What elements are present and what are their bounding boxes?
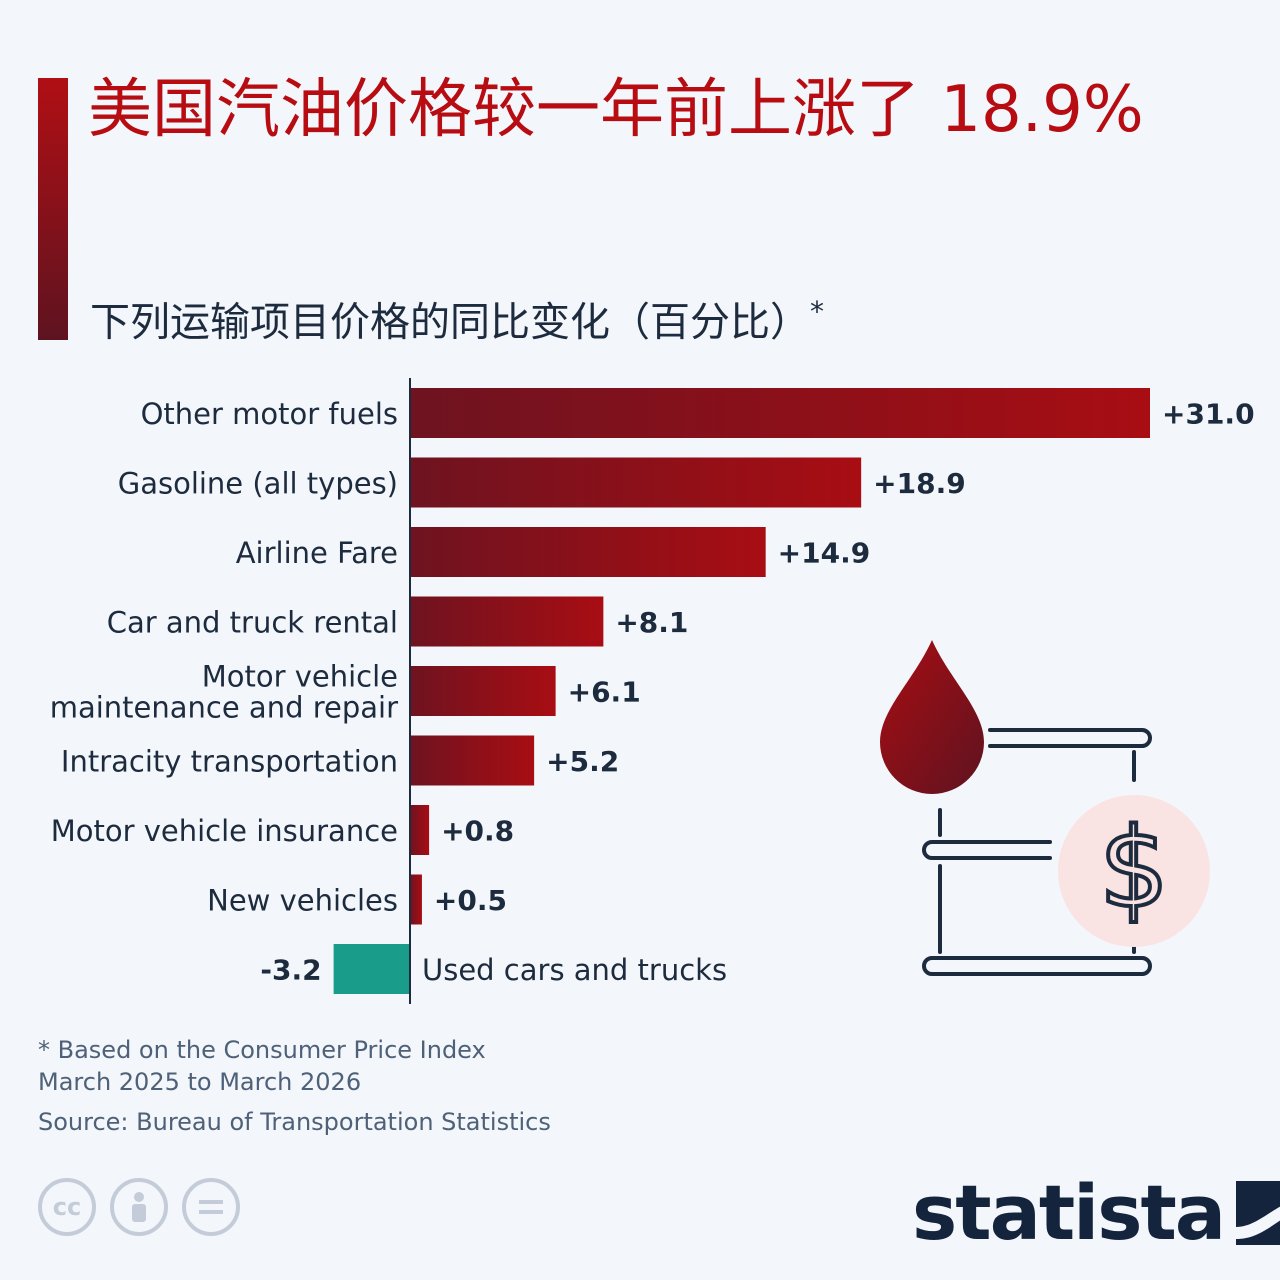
value-label: +6.1 (568, 676, 641, 709)
chart-subtitle: 下列运输项目价格的同比变化（百分比）* (90, 285, 824, 349)
bar-car-and-truck-rental (410, 596, 604, 647)
category-label: Used cars and trucks (422, 953, 727, 987)
attribution-icon[interactable] (110, 1178, 168, 1236)
category-label: Intracity transportation (61, 745, 398, 779)
bar-other-motor-fuels (410, 388, 1150, 438)
value-label: -3.2 (260, 954, 321, 987)
value-label: +18.9 (873, 467, 966, 500)
category-label: Gasoline (all types) (118, 467, 398, 501)
category-label: New vehicles (207, 884, 398, 918)
bar-intracity-transportation (410, 735, 535, 786)
no-derivatives-icon[interactable] (182, 1178, 240, 1236)
subtitle-footnote-mark: * (810, 295, 824, 328)
dollar-icon: $ (1099, 804, 1169, 932)
brand-name: statista (912, 1168, 1226, 1257)
footnote-line-2: March 2025 to March 2026 (38, 1068, 362, 1096)
chart-notes: * Based on the Consumer Price Index Marc… (38, 1034, 551, 1138)
oil-drop-icon (880, 640, 984, 794)
license-icons: cc (38, 1178, 240, 1236)
oil-barrel-illustration: $ (880, 640, 1210, 976)
barrel-icon (922, 728, 1152, 976)
category-label: Airline Fare (236, 536, 398, 570)
cc-icon[interactable]: cc (38, 1178, 96, 1236)
bar-used-cars-and-trucks (333, 944, 410, 994)
value-label: +0.8 (441, 815, 514, 848)
bar-motor-vehicle-insurance (410, 805, 430, 855)
title-accent-bar (38, 78, 68, 340)
statista-logo[interactable]: statista (912, 1168, 1280, 1258)
category-label: Car and truck rental (107, 606, 398, 640)
footnote-line-1: * Based on the Consumer Price Index (38, 1036, 486, 1064)
value-label: +0.5 (434, 884, 507, 917)
value-label: +14.9 (778, 537, 871, 570)
bar-new-vehicles (410, 874, 422, 925)
value-label: +31.0 (1162, 398, 1255, 431)
value-label: +5.2 (546, 745, 619, 778)
chart-title: 美国汽油价格较一年前上涨了 18.9% (88, 73, 1144, 147)
category-label: Motor vehicle maintenance and repair (50, 660, 398, 725)
category-label: Other motor fuels (141, 397, 398, 431)
bar-airline-fare (410, 527, 766, 577)
bar-chart: +31.0 Other motor fuels +18.9 Gasoline (all… (50, 378, 1255, 1004)
statista-logo-mark-icon (1236, 1181, 1280, 1245)
value-label: +8.1 (615, 606, 688, 639)
bar-gasoline-all-types (410, 457, 862, 508)
bar-motor-vehicle-maintenance-and-repair (410, 666, 556, 716)
category-label: Motor vehicle insurance (51, 814, 398, 848)
source-note: Source: Bureau of Transportation Statist… (38, 1108, 551, 1136)
subtitle-text: 下列运输项目价格的同比变化（百分比） (90, 299, 810, 346)
dollar-badge (1058, 795, 1210, 947)
